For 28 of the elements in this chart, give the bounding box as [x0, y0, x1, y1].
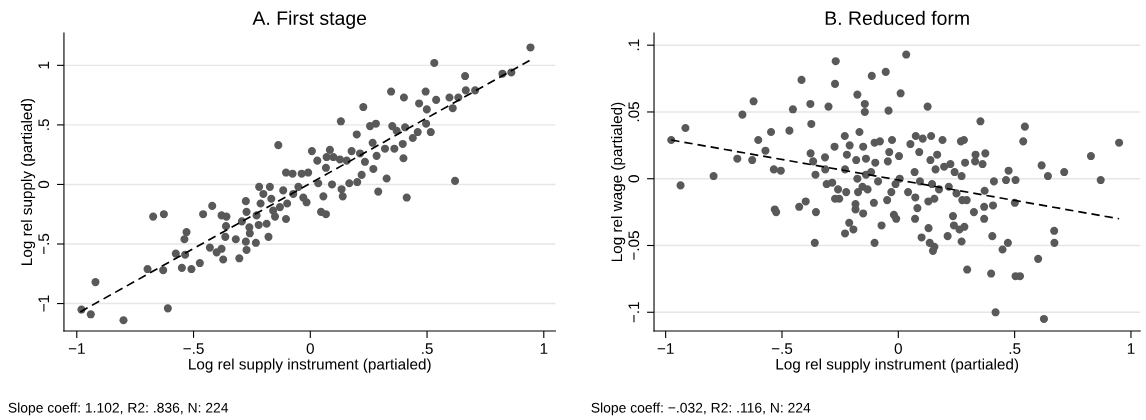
chart-title: B. Reduced form [825, 10, 969, 26]
y-tick-label: 0 [628, 175, 640, 183]
x-tick-label: −1 [657, 343, 674, 354]
y-tick-label: −1 [38, 295, 49, 312]
x-axis-title: Log rel supply instrument (partialed) [776, 358, 1019, 373]
y-tick-label: −.05 [628, 231, 640, 260]
x-axis-title: Log rel supply instrument (partialed) [189, 358, 431, 373]
x-tick-label: −1 [68, 343, 85, 354]
y-tick-label: .1 [628, 39, 640, 51]
x-tick-label: .5 [1009, 343, 1021, 354]
y-tick-label: .05 [628, 101, 640, 122]
y-tick-label: 0 [38, 180, 50, 189]
x-tick-label: 0 [894, 343, 902, 354]
x-tick-label: 1 [540, 343, 548, 354]
y-tick-label: .5 [38, 119, 50, 130]
x-tick-label: −.5 [771, 343, 793, 354]
x-tick-label: 0 [306, 343, 314, 354]
chart-title: A. First stage [252, 10, 367, 29]
text: Slope coeff: −.032, R2: .116, N: 224 [591, 402, 811, 416]
x-tick-label: 1 [1127, 343, 1135, 354]
y-tick-label: −.5 [38, 233, 50, 255]
x-tick-label: .5 [422, 343, 433, 354]
y-tick-label: −.1 [628, 302, 640, 323]
y-axis-title: Log rel supply (partialed) [20, 98, 36, 265]
x-tick-label: −.5 [183, 343, 204, 354]
y-axis-title: Log rel wage (partialed) [610, 102, 626, 262]
y-tick-label: 1 [38, 61, 49, 69]
text: Slope coeff: 1.102, R2: .836, N: 224 [8, 402, 229, 416]
